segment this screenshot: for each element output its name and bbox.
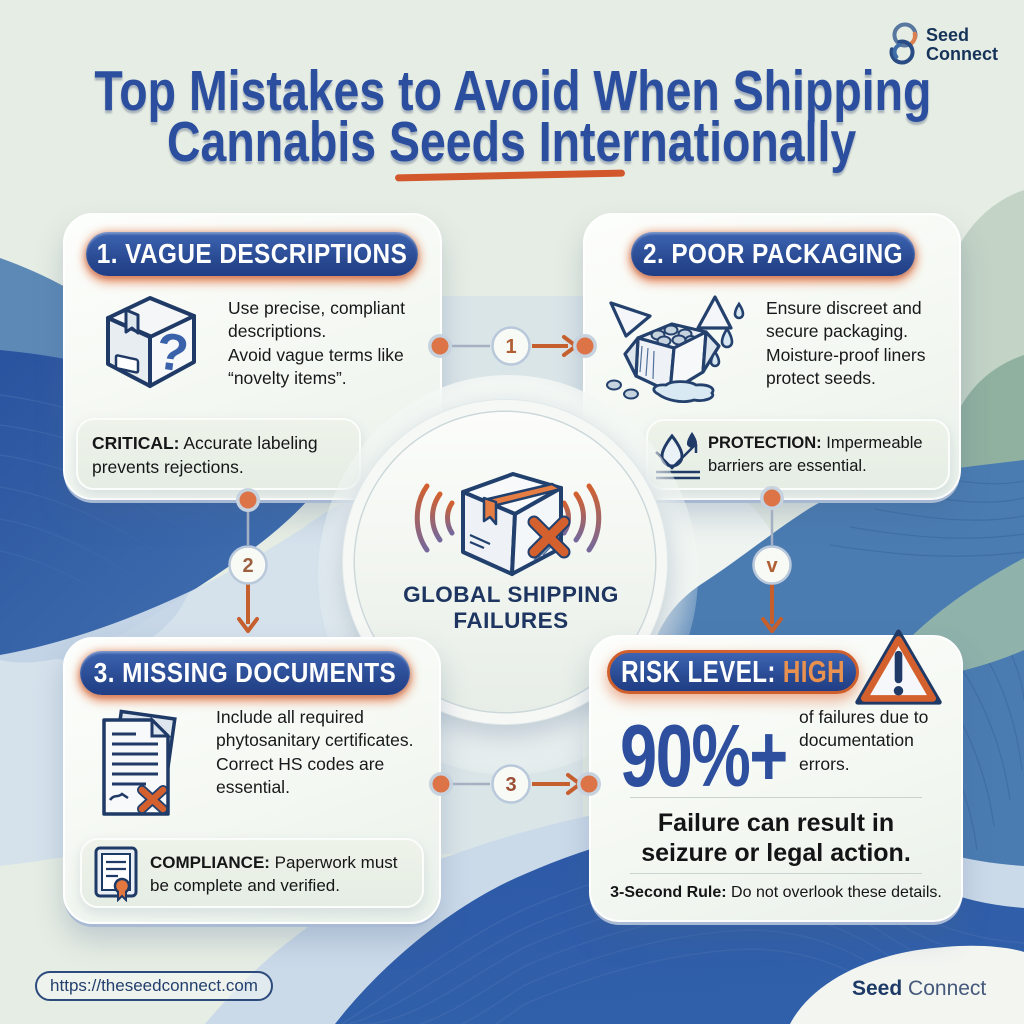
svg-text:2: 2 (242, 555, 253, 577)
svg-text:v: v (766, 555, 778, 577)
svg-text:1: 1 (505, 336, 516, 358)
svg-text:3: 3 (505, 774, 516, 796)
